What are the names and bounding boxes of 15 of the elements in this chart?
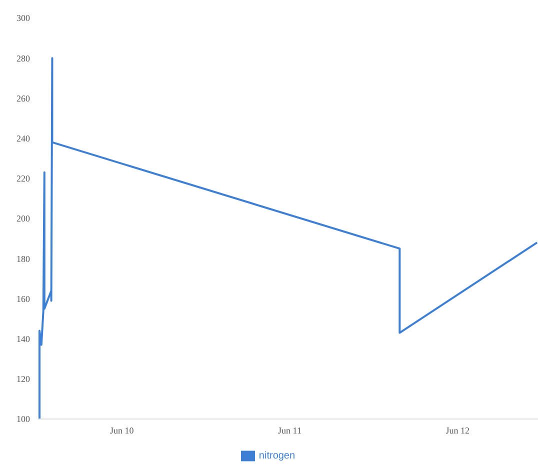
y-tick-label: 160	[16, 294, 30, 304]
x-tick-label: Jun 12	[446, 425, 470, 436]
legend-label: nitrogen	[258, 450, 296, 462]
y-tick-label: 100	[16, 414, 30, 424]
x-tick-label: Jun 11	[278, 425, 302, 436]
y-tick-label: 180	[16, 254, 30, 264]
y-tick-label: 220	[16, 174, 30, 184]
y-tick-label: 140	[16, 334, 30, 344]
y-tick-label: 260	[16, 93, 30, 104]
y-tick-label: 300	[16, 13, 30, 24]
y-tick-label: 120	[16, 374, 30, 384]
y-tick-label: 280	[16, 53, 30, 64]
y-tick-label: 240	[16, 133, 30, 144]
x-tick-label: Jun 10	[110, 425, 134, 436]
y-tick-label: 200	[16, 214, 30, 224]
